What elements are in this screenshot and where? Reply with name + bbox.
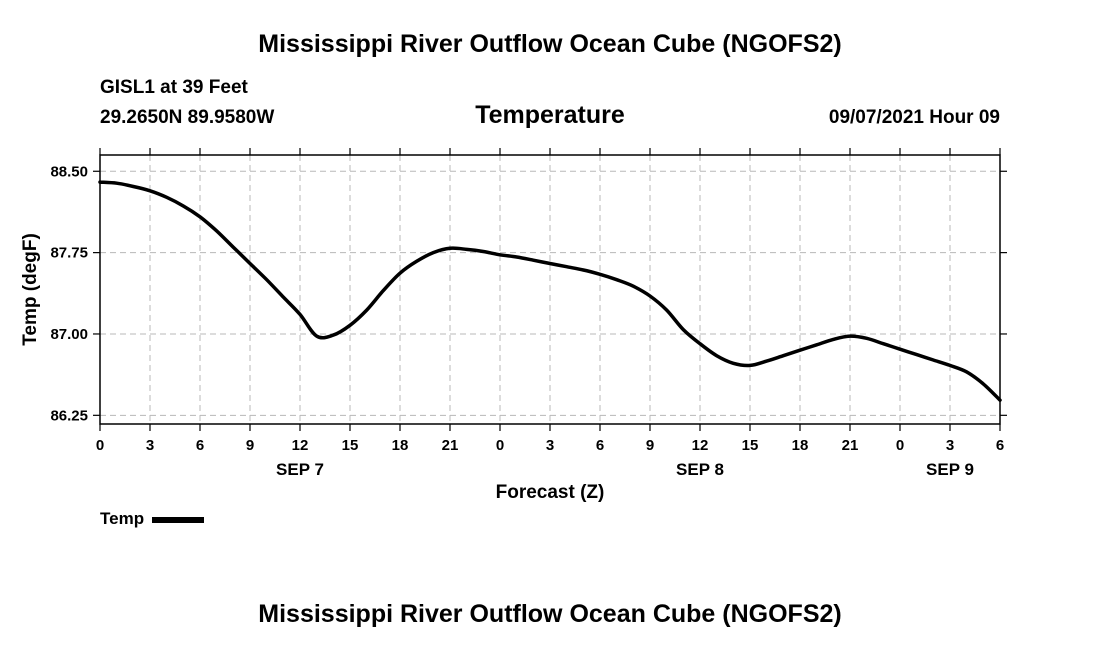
x-tick-label: 12 bbox=[292, 437, 309, 454]
day-label: SEP 7 bbox=[276, 460, 324, 479]
x-tick-label: 21 bbox=[442, 437, 459, 454]
coordinates-label: 29.2650N 89.9580W bbox=[100, 107, 275, 128]
x-tick-label: 9 bbox=[246, 437, 254, 454]
bottom-title: Mississippi River Outflow Ocean Cube (NG… bbox=[258, 600, 842, 628]
x-tick-label: 15 bbox=[742, 437, 759, 454]
plot-frame bbox=[99, 154, 1001, 425]
y-tick-label: 86.25 bbox=[50, 407, 88, 424]
x-tick-label: 18 bbox=[392, 437, 409, 454]
legend-line-swatch bbox=[152, 516, 205, 523]
y-tick-label: 87.75 bbox=[50, 245, 88, 262]
x-tick-label: 15 bbox=[342, 437, 359, 454]
x-tick-label: 0 bbox=[896, 437, 904, 454]
legend-label: Temp bbox=[100, 509, 145, 528]
x-tick-label: 0 bbox=[496, 437, 504, 454]
x-tick-label: 6 bbox=[996, 437, 1004, 454]
x-tick-label: 6 bbox=[196, 437, 204, 454]
x-tick-label: 3 bbox=[546, 437, 554, 454]
y-tick-label: 87.00 bbox=[50, 326, 88, 343]
legend: Temp bbox=[100, 509, 205, 529]
grid-lines bbox=[100, 155, 1000, 424]
x-tick-label: 6 bbox=[596, 437, 604, 454]
chart-title: Temperature bbox=[475, 101, 625, 129]
day-label: SEP 9 bbox=[926, 460, 974, 479]
y-tick-label: 88.50 bbox=[50, 163, 88, 180]
x-tick-label: 12 bbox=[692, 437, 709, 454]
x-tick-label: 21 bbox=[842, 437, 859, 454]
x-tick-label: 0 bbox=[96, 437, 104, 454]
temp-series-line bbox=[98, 180, 1002, 402]
date-label: 09/07/2021 Hour 09 bbox=[828, 107, 1000, 128]
axes: 0 3 6 9 12 15 18 21 0 3 6 9 12 15 18 21 0 3 6 86.25 87.00 87.… bbox=[20, 148, 1007, 479]
x-tick-label: 9 bbox=[646, 437, 654, 454]
x-axis-label: Forecast (Z) bbox=[495, 482, 605, 503]
x-tick-label: 18 bbox=[792, 437, 809, 454]
station-label: GISL1 at 39 Feet bbox=[100, 77, 248, 98]
day-label: SEP 8 bbox=[676, 460, 724, 479]
x-tick-label: 3 bbox=[946, 437, 954, 454]
x-tick-label: 3 bbox=[146, 437, 154, 454]
top-title: Mississippi River Outflow Ocean Cube (NG… bbox=[258, 30, 842, 58]
y-axis-label: Temp (degF) bbox=[20, 233, 41, 346]
